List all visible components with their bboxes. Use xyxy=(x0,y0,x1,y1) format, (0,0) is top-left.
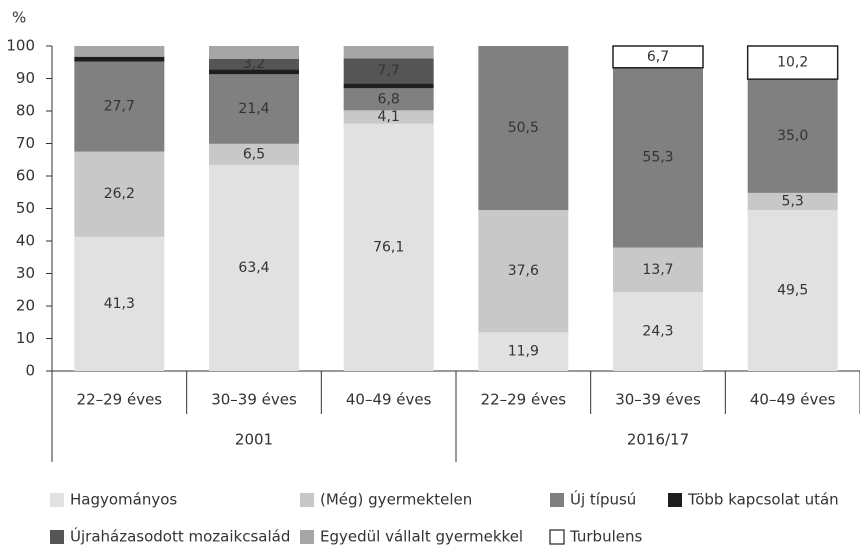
value-label: 6,8 xyxy=(378,91,400,107)
x-tick-label: 30–39 éves xyxy=(211,391,297,409)
y-tick-label: 30 xyxy=(16,264,35,282)
legend-label: (Még) gyermektelen xyxy=(320,491,472,509)
y-tick-label: 80 xyxy=(16,102,35,120)
bar-segment xyxy=(209,74,299,144)
bar-segment xyxy=(343,58,434,84)
y-tick-label: 20 xyxy=(16,297,35,315)
bar-segment xyxy=(747,210,838,371)
legend-swatch xyxy=(50,530,64,544)
value-label: 13,7 xyxy=(642,262,673,278)
bar-segment xyxy=(209,164,299,371)
legend-label: Hagyományos xyxy=(70,491,177,509)
value-label: 6,7 xyxy=(647,49,669,65)
legend-swatch xyxy=(550,493,564,507)
y-tick-label: 90 xyxy=(16,69,35,87)
bar-segment xyxy=(74,61,165,152)
group-label: 2016/17 xyxy=(627,431,689,449)
x-tick-label: 30–39 éves xyxy=(615,391,701,409)
bar-segment xyxy=(343,83,434,89)
x-tick-label: 22–29 éves xyxy=(481,391,567,409)
legend-label: Új típusú xyxy=(570,490,636,509)
legend-swatch xyxy=(50,493,64,507)
y-tick-label: 40 xyxy=(16,232,35,250)
bar-segment xyxy=(478,332,569,371)
legend-label: Turbulens xyxy=(569,528,642,546)
x-tick-label: 40–49 éves xyxy=(346,391,432,409)
value-label: 27,7 xyxy=(104,99,135,115)
legend-label: Egyedül vállalt gyermekkel xyxy=(320,528,523,546)
bar-segment xyxy=(613,247,703,293)
value-label: 6,5 xyxy=(243,146,265,162)
bar-segment xyxy=(209,143,299,165)
value-label: 11,9 xyxy=(508,344,539,360)
bar-segment xyxy=(74,46,165,57)
legend-swatch xyxy=(300,493,314,507)
y-tick-label: 10 xyxy=(16,329,35,347)
bar-segment xyxy=(747,79,838,193)
x-tick-label: 22–29 éves xyxy=(77,391,163,409)
bar-segment xyxy=(613,67,703,248)
bar-segment xyxy=(747,192,838,211)
value-label: 10,2 xyxy=(777,55,808,71)
y-tick-label: 50 xyxy=(16,199,35,217)
value-label: 49,5 xyxy=(777,283,808,299)
bar-segment xyxy=(746,45,839,80)
y-tick-label: 70 xyxy=(16,134,35,152)
bar-segment xyxy=(209,59,299,70)
value-label: 24,3 xyxy=(642,324,673,340)
bar-segment xyxy=(343,46,434,59)
value-label: 4,1 xyxy=(378,109,400,125)
legend-label: Több kapcsolat után xyxy=(687,491,839,509)
bar-segment xyxy=(74,236,165,371)
y-tick-label: 100 xyxy=(6,37,35,55)
bar-segment xyxy=(613,292,703,371)
value-label: 41,3 xyxy=(104,296,135,312)
value-label: 3,2 xyxy=(243,56,265,72)
legend-swatch xyxy=(668,493,682,507)
bar-segment xyxy=(209,46,299,59)
y-tick-label: 0 xyxy=(25,362,35,380)
legend-swatch xyxy=(300,530,314,544)
bar-segment xyxy=(343,110,434,124)
value-label: 5,3 xyxy=(782,194,804,210)
bar-segment xyxy=(478,46,569,211)
value-label: 55,3 xyxy=(642,150,673,166)
y-axis-label: % xyxy=(12,9,26,27)
value-label: 76,1 xyxy=(373,239,404,255)
bar-segment xyxy=(478,210,569,333)
value-label: 50,5 xyxy=(508,120,539,136)
value-label: 26,2 xyxy=(104,186,135,202)
value-label: 37,6 xyxy=(508,263,539,279)
bar-segment xyxy=(343,123,434,371)
bar-segment xyxy=(209,69,299,75)
bar-segment xyxy=(74,151,165,237)
group-label: 2001 xyxy=(235,431,273,449)
bar-segment xyxy=(343,88,434,111)
legend-swatch xyxy=(549,529,565,545)
y-tick-label: 60 xyxy=(16,167,35,185)
value-label: 35,0 xyxy=(777,128,808,144)
bar-segment xyxy=(612,45,704,69)
value-label: 63,4 xyxy=(238,260,269,276)
value-label: 7,7 xyxy=(378,63,400,79)
value-label: 21,4 xyxy=(238,101,269,117)
x-tick-label: 40–49 éves xyxy=(750,391,836,409)
legend-label: Újraházasodott mozaikcsalád xyxy=(70,527,290,546)
bar-segment xyxy=(74,56,165,62)
